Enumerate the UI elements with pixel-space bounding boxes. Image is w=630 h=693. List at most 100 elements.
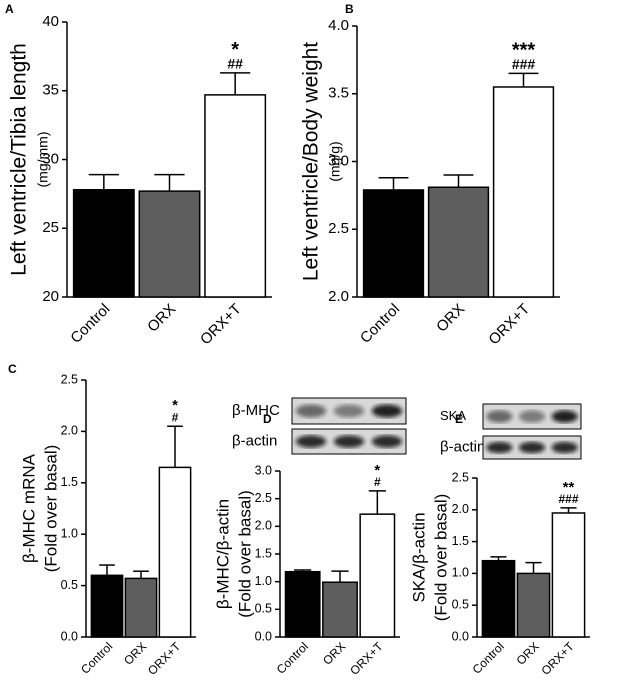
bar xyxy=(481,559,516,638)
significance-mark: * xyxy=(172,397,178,414)
y-tick-label: 3.0 xyxy=(255,463,272,477)
y-axis-label: Left ventricle/Body weight xyxy=(300,42,323,281)
blot-label: β-MHC xyxy=(232,402,280,419)
y-tick-label: 1.5 xyxy=(452,534,469,548)
panel-label: D xyxy=(263,412,272,426)
x-tick-label: ORX+T xyxy=(538,639,577,678)
panel: D 0.0 0.5 1.0 1.5 2.0 2.5 3.0 β-MHC/β-actin (Fold… xyxy=(213,397,407,678)
bar xyxy=(492,86,555,298)
significance-mark: *** xyxy=(512,40,536,62)
y-tick-label: 20 xyxy=(42,288,59,305)
x-tick-label: ORX xyxy=(433,301,468,336)
y-axis-label: (Fold over basal) xyxy=(235,490,254,618)
y-axis-label: Left ventricle/Tibia length xyxy=(8,43,31,276)
y-axis-label: (Fold over basal) xyxy=(41,445,60,573)
x-tick-label: ORX+T xyxy=(347,639,386,678)
significance-mark: * xyxy=(231,39,239,61)
significance-mark: # xyxy=(172,410,179,424)
blot-band xyxy=(486,410,513,423)
bar xyxy=(427,186,490,298)
y-tick-label: 40 xyxy=(42,13,59,30)
significance-mark: # xyxy=(374,475,381,489)
y-tick-label: 0.5 xyxy=(61,578,78,592)
bar xyxy=(362,189,425,298)
y-tick-label: 3.0 xyxy=(328,152,349,169)
y-tick-label: 1.5 xyxy=(255,546,272,560)
x-tick-label: Control xyxy=(67,301,113,347)
y-tick-label: 0.0 xyxy=(255,629,272,643)
y-tick-label: 30 xyxy=(42,150,59,167)
y-tick-label: 2.0 xyxy=(61,424,78,438)
x-tick-label: Control xyxy=(78,639,115,676)
y-tick-label: 0.0 xyxy=(61,629,78,643)
y-tick-label: 2.5 xyxy=(452,470,469,484)
bar xyxy=(124,577,158,638)
significance-mark: ** xyxy=(563,479,575,496)
y-tick-label: 2.5 xyxy=(255,491,272,505)
blot-band xyxy=(295,404,327,418)
y-tick-label: 2.0 xyxy=(328,288,349,305)
significance-mark: ### xyxy=(558,492,578,506)
x-tick-label: Control xyxy=(357,301,403,347)
y-tick-label: 2.0 xyxy=(255,519,272,533)
y-tick-label: 0.5 xyxy=(255,602,272,616)
blot-label: SKA xyxy=(440,408,466,423)
significance-mark: ## xyxy=(227,56,243,72)
x-tick-label: ORX xyxy=(121,639,149,667)
blot-band xyxy=(551,441,578,454)
bar xyxy=(359,513,396,638)
significance-mark: ### xyxy=(512,56,536,72)
y-tick-label: 0.0 xyxy=(452,629,469,643)
y-axis-label: (mg/mm) xyxy=(35,132,51,188)
y-tick-label: 3.5 xyxy=(328,85,349,102)
y-axis-label: β-MHC mRNA xyxy=(19,453,38,563)
y-tick-label: 0.5 xyxy=(452,597,469,611)
blot-band xyxy=(486,441,513,454)
bar xyxy=(551,512,586,638)
y-tick-label: 1.0 xyxy=(255,574,272,588)
bar xyxy=(138,190,201,298)
bar xyxy=(204,94,267,298)
x-tick-label: ORX+T xyxy=(485,301,533,349)
blot-band xyxy=(551,410,578,423)
x-tick-label: Control xyxy=(274,639,311,676)
panel-label: B xyxy=(345,2,354,16)
significance-mark: * xyxy=(374,462,380,479)
x-tick-label: ORX+T xyxy=(145,639,184,678)
bar xyxy=(284,570,321,638)
x-tick-label: ORX+T xyxy=(197,301,245,349)
x-tick-label: Control xyxy=(470,639,507,676)
panel: B 2.0 2.5 3.0 3.5 4.0 Left ventricle/Body weig… xyxy=(300,2,560,348)
bar xyxy=(72,189,135,298)
panel: C 0.0 0.5 1.0 1.5 2.0 2.5 β-MHC mRNA (Fold over … xyxy=(8,362,196,678)
blot-band xyxy=(518,410,546,423)
y-tick-label: 2.5 xyxy=(61,372,78,386)
blot-label: β-actin xyxy=(440,438,485,455)
blot-band xyxy=(333,435,365,448)
y-tick-label: 2.0 xyxy=(452,502,469,516)
y-axis-label: (mg/g) xyxy=(327,141,343,181)
blot-band xyxy=(371,435,403,448)
y-tick-label: 2.5 xyxy=(328,220,349,237)
x-tick-label: ORX xyxy=(514,639,542,667)
blot-label: β-actin xyxy=(232,432,277,449)
panel-label: A xyxy=(5,2,14,16)
panel-label: C xyxy=(8,362,17,376)
y-tick-label: 35 xyxy=(42,82,59,99)
blot-band xyxy=(371,404,403,418)
y-axis-label: β-MHC/β-actin xyxy=(213,499,232,609)
bar xyxy=(90,574,124,638)
blot-band xyxy=(295,435,327,448)
blot-band xyxy=(333,404,365,418)
y-tick-label: 25 xyxy=(42,219,59,236)
y-axis-label: SKA/β-actin xyxy=(409,512,428,602)
panel: A 20 25 30 35 40 Left ventricle/Tibia length (m… xyxy=(5,2,272,348)
panel: E 0.0 0.5 1.0 1.5 2.0 2.5 SKA/β-actin (Fold over… xyxy=(409,403,590,678)
x-tick-label: ORX xyxy=(320,639,348,667)
y-tick-label: 1.5 xyxy=(61,475,78,489)
bar xyxy=(516,572,551,638)
panel-label: E xyxy=(455,412,463,426)
x-tick-label: ORX xyxy=(144,301,179,336)
blot-band xyxy=(518,441,546,454)
